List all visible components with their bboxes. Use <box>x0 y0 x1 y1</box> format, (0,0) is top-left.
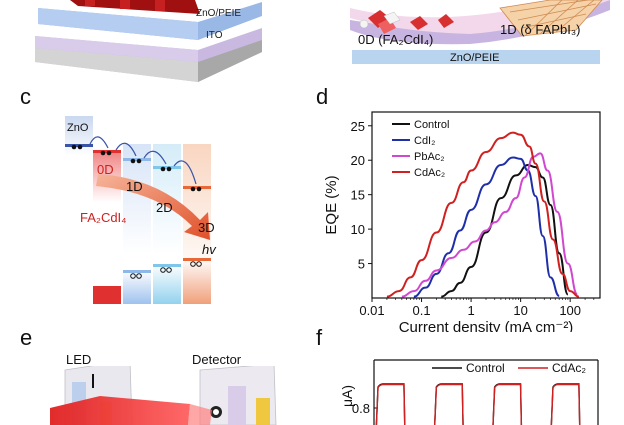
panel-d-x-tick-label: 0.01 <box>359 303 384 318</box>
panel-d-x-tick-label: 0.1 <box>413 303 431 318</box>
panel-f-series-line <box>375 383 581 425</box>
panel-d-series-line <box>386 131 580 298</box>
panel-d-x-axis-label: Current density (mA cm⁻²) <box>399 319 574 332</box>
panel-d-series-line <box>441 164 569 298</box>
panel-c-1d-label: 1D <box>126 179 143 194</box>
panel-d-series-line <box>401 152 579 298</box>
panel-f-legend-label: Control <box>466 361 505 375</box>
panel-c-2d-label: 2D <box>156 200 173 215</box>
panel-e-led-label: LED <box>66 352 92 367</box>
panel-b-zno-label: ZnO/PEIE <box>450 52 500 64</box>
panel-d-legend: Control CdI₂ PbAc₂ CdAc₂ <box>392 119 449 179</box>
panel-d-y-tick-label: 25 <box>351 119 365 134</box>
panel-letter-e: e <box>20 325 33 350</box>
panel-e-detector-label: Detector <box>192 352 242 367</box>
panel-letter-f: f <box>316 325 323 350</box>
panel-f-y-axis-label: μA) <box>340 385 355 407</box>
panel-d-legend-label: CdAc₂ <box>414 167 445 179</box>
panel-f-legend-label: CdAc₂ <box>552 361 586 375</box>
panel-f-axes: 0.8 <box>352 359 599 425</box>
panel-b-1d-label: 1D (δ FAPbI₃) <box>500 22 580 37</box>
panel-c-compound-label: FA₂CdI₄ <box>80 210 126 225</box>
panel-f-series-lines <box>375 383 581 425</box>
panel-letter-d: d <box>316 84 329 109</box>
panel-d-series-lines <box>386 131 580 298</box>
panel-d-y-tick-label: 10 <box>351 222 365 237</box>
panel-letter-c: c <box>20 84 31 109</box>
panel-e-setup <box>50 366 277 425</box>
panel-d-legend-label: CdI₂ <box>414 135 435 147</box>
panel-d-x-tick-label: 10 <box>513 303 527 318</box>
panel-d-x-tick-label: 100 <box>559 303 581 318</box>
panel-c-hv-label: hv <box>202 242 217 257</box>
panel-f-series-line <box>375 383 581 425</box>
panel-a-device-stack: ZnO/PEIE ITO <box>35 0 262 82</box>
panel-c-3d-label: 3D <box>198 220 215 235</box>
panel-d-y-tick-label: 15 <box>351 188 365 203</box>
panel-b-0d-label: 0D (FA₂CdI₄) <box>358 32 433 47</box>
panel-d-legend-label: Control <box>414 119 449 131</box>
panel-d-legend-label: PbAc₂ <box>414 151 445 163</box>
panel-f-legend: Control CdAc₂ <box>432 361 586 375</box>
panel-d-y-axis-label: EQE (%) <box>323 175 340 234</box>
panel-a-ito-label: ITO <box>206 30 223 41</box>
panel-d-y-tick-label: 20 <box>351 153 365 168</box>
panel-c-zno-label: ZnO <box>67 122 89 134</box>
panel-d-axes: 0.01 0.1 1 10 100 5 10 15 20 25 <box>351 111 601 318</box>
panel-f-photocurrent-chart: 0.8 Control CdAc₂ μA) <box>340 359 599 425</box>
panel-c-0d-label: 0D <box>97 162 114 177</box>
panel-f-y-tick-label: 0.8 <box>352 401 370 416</box>
panel-a-zno-label: ZnO/PEIE <box>196 8 241 19</box>
panel-d-x-tick-label: 1 <box>467 303 474 318</box>
panel-b-structure: 0D (FA₂CdI₄) 1D (δ FAPbI₃) ZnO/PEIE <box>350 0 610 64</box>
panel-c-energy-diagram: ZnO 0D 1D 2D 3D FA₂CdI₄ hv <box>65 116 217 304</box>
panel-d-y-tick-label: 5 <box>358 257 365 272</box>
